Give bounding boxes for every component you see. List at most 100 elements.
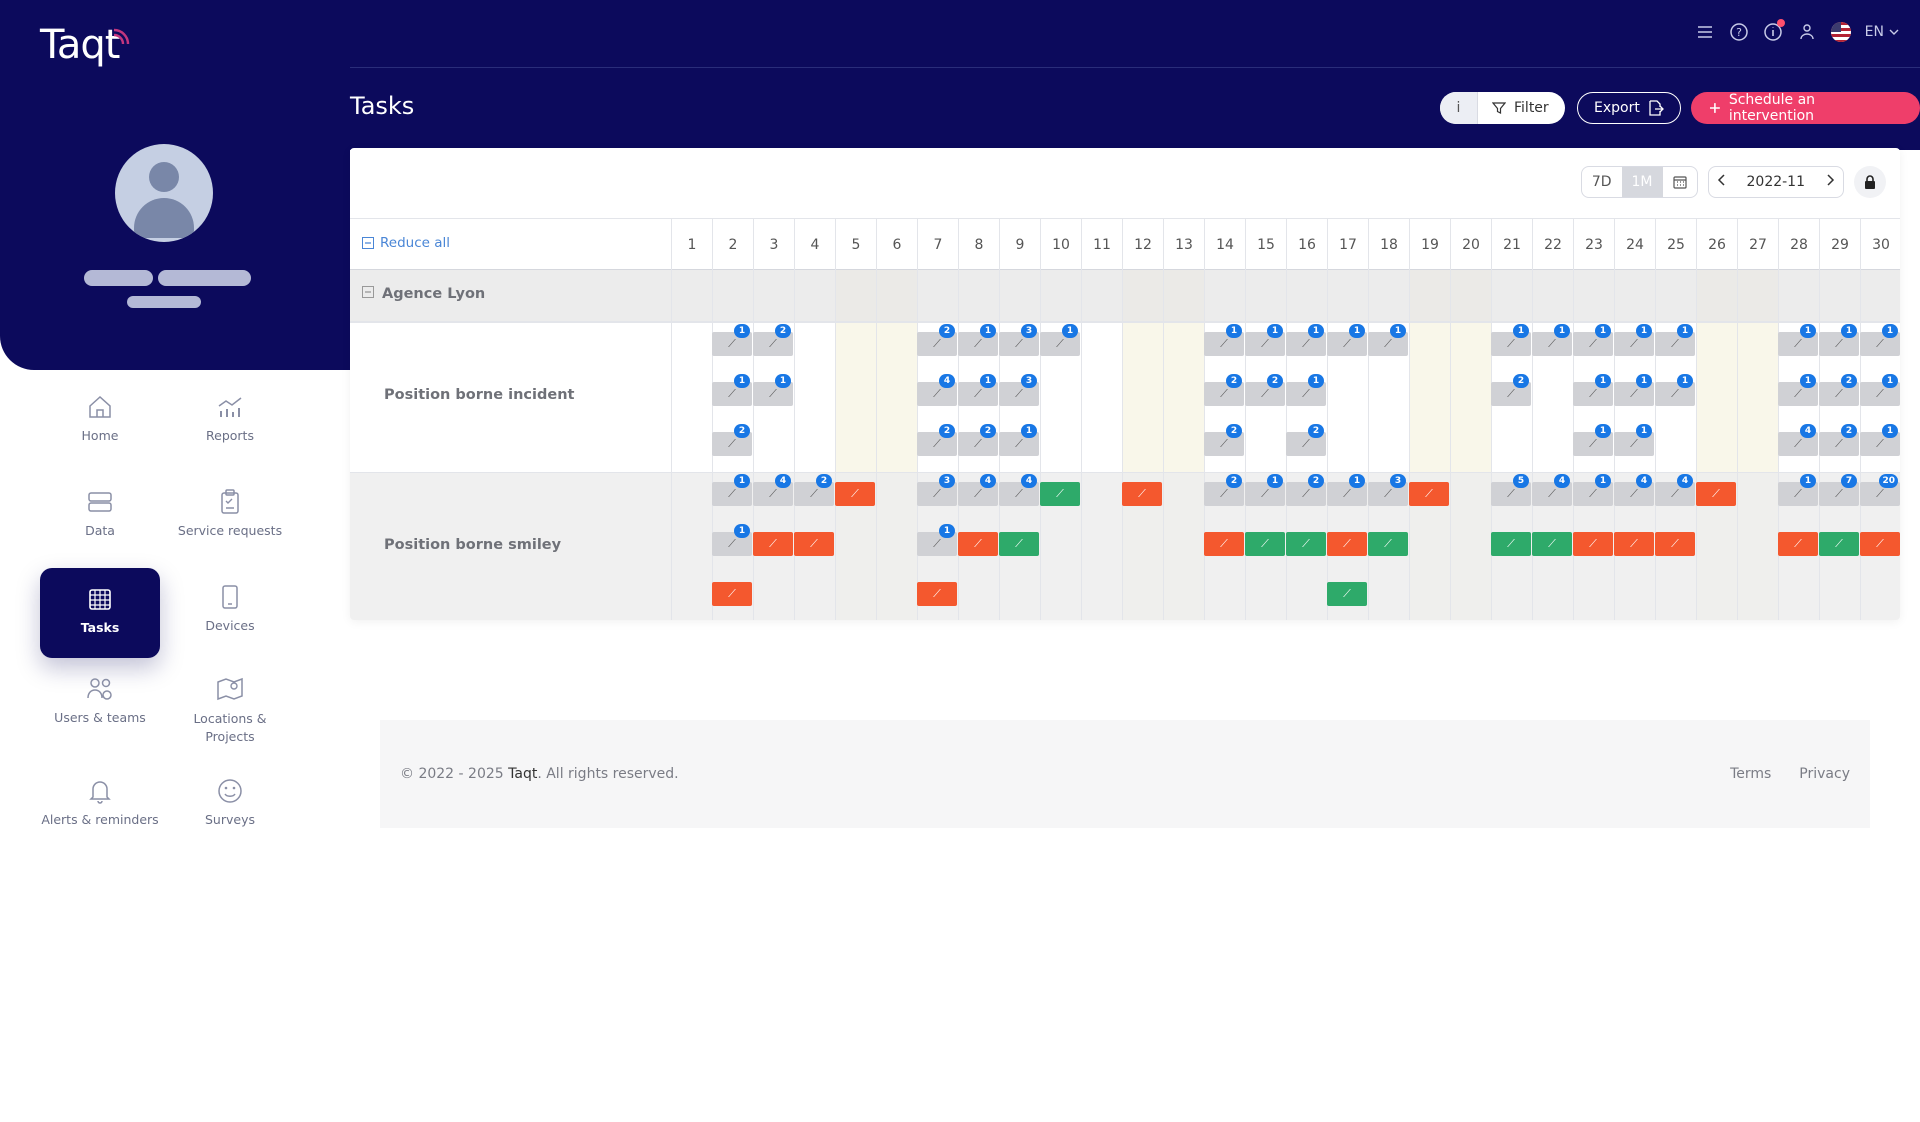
task-chip[interactable]: ⟋ [712,582,752,606]
task-chip[interactable]: ⟋ 1 [1860,424,1900,456]
task-chip[interactable]: ⟋ 1 [1655,324,1695,356]
task-chip[interactable]: ⟋ 2 [1819,374,1859,406]
task-chip[interactable]: ⟋ 20 [1860,474,1900,506]
task-chip[interactable]: ⟋ 1 [712,474,752,506]
nav-item-tasks[interactable]: Tasks [40,568,160,658]
taqt-logo[interactable]: Taqt [40,22,120,68]
task-chip[interactable]: ⟋ 1 [1368,324,1408,356]
task-chip[interactable]: ⟋ 1 [1778,324,1818,356]
task-chip[interactable]: ⟋ 2 [1286,474,1326,506]
task-chip[interactable]: ⟋ 1 [1573,324,1613,356]
task-chip[interactable]: ⟋ [794,532,834,556]
task-chip[interactable]: ⟋ 4 [753,474,793,506]
view-1m-button[interactable]: 1M [1621,167,1663,197]
nav-item-reports[interactable]: Reports [170,384,290,474]
previous-month-button[interactable] [1709,174,1735,190]
nav-item-home[interactable]: Home [40,384,160,474]
view-7d-button[interactable]: 7D [1591,174,1612,190]
task-chip[interactable]: ⟋ 4 [1614,474,1654,506]
task-chip[interactable]: ⟋ 4 [999,474,1039,506]
task-chip[interactable]: ⟋ 2 [753,324,793,356]
task-chip[interactable]: ⟋ [1696,482,1736,506]
language-flag-icon[interactable] [1830,22,1851,42]
task-chip[interactable]: ⟋ 1 [1573,424,1613,456]
task-chip[interactable]: ⟋ 1 [712,324,752,356]
task-chip[interactable]: ⟋ 1 [1245,324,1285,356]
task-chip[interactable]: ⟋ [1860,532,1900,556]
nav-item-alerts-reminders[interactable]: Alerts & reminders [40,768,160,858]
task-chip[interactable]: ⟋ 2 [794,474,834,506]
reduce-all-button[interactable]: Reduce all [362,235,450,251]
task-chip[interactable]: ⟋ 1 [753,374,793,406]
menu-icon[interactable] [1695,22,1715,42]
task-chip[interactable]: ⟋ 3 [999,374,1039,406]
task-chip[interactable]: ⟋ [835,482,875,506]
nav-item-users-teams[interactable]: Users & teams [40,666,160,756]
nav-item-surveys[interactable]: Surveys [170,768,290,858]
task-chip[interactable]: ⟋ 1 [1532,324,1572,356]
task-chip[interactable]: ⟋ 4 [917,374,957,406]
task-chip[interactable]: ⟋ 2 [1245,374,1285,406]
task-chip[interactable]: ⟋ [1778,532,1818,556]
task-chip[interactable]: ⟋ 1 [1286,374,1326,406]
task-chip[interactable]: ⟋ [753,532,793,556]
task-chip[interactable]: ⟋ 1 [999,424,1039,456]
task-chip[interactable]: ⟋ 1 [1778,474,1818,506]
task-chip[interactable]: ⟋ [1327,582,1367,606]
task-chip[interactable]: ⟋ 1 [1327,324,1367,356]
task-chip[interactable]: ⟋ 1 [1655,374,1695,406]
schedule-intervention-button[interactable]: Schedule an intervention [1691,92,1920,124]
task-chip[interactable]: ⟋ 1 [1860,374,1900,406]
nav-item-locations-projects[interactable]: Locations & Projects [170,666,290,756]
task-chip[interactable]: ⟋ 1 [1778,374,1818,406]
nav-item-data[interactable]: Data [40,479,160,569]
task-chip[interactable]: ⟋ 4 [958,474,998,506]
task-chip[interactable]: ⟋ 1 [1286,324,1326,356]
terms-link[interactable]: Terms [1730,766,1772,782]
task-chip[interactable]: ⟋ 1 [1204,324,1244,356]
task-chip[interactable]: ⟋ 2 [1204,374,1244,406]
task-chip[interactable]: ⟋ 1 [712,374,752,406]
task-chip[interactable]: ⟋ 5 [1491,474,1531,506]
task-chip[interactable]: ⟋ [1286,532,1326,556]
task-chip[interactable]: ⟋ 2 [712,424,752,456]
task-chip[interactable]: ⟋ [1245,532,1285,556]
help-icon[interactable]: ? [1729,22,1749,42]
task-chip[interactable]: ⟋ 3 [1368,474,1408,506]
task-chip[interactable]: ⟋ [1491,532,1531,556]
task-chip[interactable]: ⟋ 2 [1204,424,1244,456]
task-chip[interactable]: ⟋ 1 [1327,474,1367,506]
nav-item-devices[interactable]: Devices [170,574,290,664]
group-label[interactable]: Agence Lyon [362,286,683,302]
task-chip[interactable]: ⟋ 1 [1573,474,1613,506]
task-chip[interactable]: ⟋ 2 [958,424,998,456]
task-chip[interactable]: ⟋ [1614,532,1654,556]
task-chip[interactable]: ⟋ 1 [958,374,998,406]
task-chip[interactable]: ⟋ 1 [958,324,998,356]
task-chip[interactable]: ⟋ [1532,532,1572,556]
next-month-button[interactable] [1817,174,1843,190]
task-chip[interactable]: ⟋ 2 [1204,474,1244,506]
task-chip[interactable]: ⟋ [1204,532,1244,556]
task-chip[interactable]: ⟋ 1 [1860,324,1900,356]
task-chip[interactable]: ⟋ [917,582,957,606]
task-chip[interactable]: ⟋ 1 [1614,374,1654,406]
filter-button[interactable]: Filter [1478,92,1565,124]
task-chip[interactable]: ⟋ 4 [1778,424,1818,456]
task-chip[interactable]: ⟋ 3 [917,474,957,506]
calendar-picker-button[interactable] [1663,167,1697,197]
export-button[interactable]: Export [1577,92,1681,124]
task-chip[interactable]: ⟋ [958,532,998,556]
user-avatar[interactable] [115,144,213,242]
task-chip[interactable]: ⟋ 4 [1532,474,1572,506]
task-chip[interactable]: ⟋ 1 [1614,324,1654,356]
task-chip[interactable]: ⟋ 2 [1286,424,1326,456]
task-chip[interactable]: ⟋ [1040,482,1080,506]
notifications-icon[interactable] [1763,19,1785,42]
task-chip[interactable]: ⟋ 3 [999,324,1039,356]
task-chip[interactable]: ⟋ 1 [917,524,957,556]
task-chip[interactable]: ⟋ 1 [712,524,752,556]
lock-button[interactable] [1854,166,1886,198]
language-selector[interactable]: EN [1865,24,1900,40]
task-chip[interactable]: ⟋ 7 [1819,474,1859,506]
